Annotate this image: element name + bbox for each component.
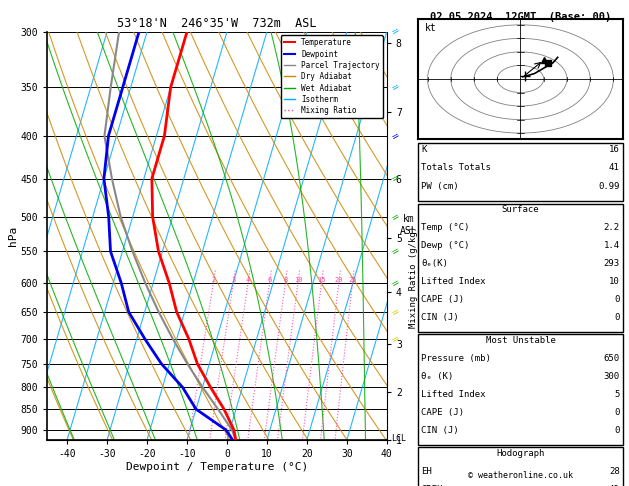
Text: =: = [390, 130, 403, 142]
Text: 2.2: 2.2 [603, 223, 620, 232]
Text: 8: 8 [283, 277, 287, 283]
Text: 15: 15 [317, 277, 326, 283]
Text: 293: 293 [603, 259, 620, 268]
Text: 41: 41 [609, 163, 620, 173]
Text: 650: 650 [603, 354, 620, 363]
Text: =: = [390, 306, 403, 318]
Text: CIN (J): CIN (J) [421, 313, 459, 322]
Text: Surface: Surface [502, 205, 539, 214]
Y-axis label: hPa: hPa [8, 226, 18, 246]
Title: 53°18'N  246°35'W  732m  ASL: 53°18'N 246°35'W 732m ASL [117, 17, 317, 31]
Text: Totals Totals: Totals Totals [421, 163, 491, 173]
Text: EH: EH [421, 467, 432, 476]
Text: θₑ(K): θₑ(K) [421, 259, 448, 268]
Text: PW (cm): PW (cm) [421, 182, 459, 191]
Text: 3: 3 [231, 277, 235, 283]
Y-axis label: km
ASL: km ASL [400, 214, 418, 236]
Text: =: = [390, 210, 403, 223]
Text: Mixing Ratio (g/kg): Mixing Ratio (g/kg) [409, 226, 418, 328]
Text: Lifted Index: Lifted Index [421, 390, 486, 399]
Text: 5: 5 [614, 390, 620, 399]
Text: 0: 0 [614, 426, 620, 435]
Text: 6: 6 [267, 277, 272, 283]
Text: CAPE (J): CAPE (J) [421, 295, 464, 304]
Text: =: = [390, 277, 403, 289]
X-axis label: Dewpoint / Temperature (°C): Dewpoint / Temperature (°C) [126, 462, 308, 471]
Text: SREH: SREH [421, 485, 443, 486]
Text: 20: 20 [335, 277, 343, 283]
Text: K: K [421, 145, 427, 154]
Text: =: = [390, 81, 403, 94]
Text: 4: 4 [246, 277, 250, 283]
Text: Temp (°C): Temp (°C) [421, 223, 470, 232]
Text: 0: 0 [614, 313, 620, 322]
Text: 300: 300 [603, 372, 620, 381]
Text: =: = [390, 332, 403, 345]
Text: kt: kt [425, 23, 436, 33]
Text: =: = [390, 172, 403, 185]
Text: 25: 25 [348, 277, 357, 283]
Text: LCL: LCL [391, 434, 406, 443]
Legend: Temperature, Dewpoint, Parcel Trajectory, Dry Adiabat, Wet Adiabat, Isotherm, Mi: Temperature, Dewpoint, Parcel Trajectory… [281, 35, 383, 118]
Text: 02.05.2024  12GMT  (Base: 00): 02.05.2024 12GMT (Base: 00) [430, 12, 611, 22]
Text: Pressure (mb): Pressure (mb) [421, 354, 491, 363]
Text: =: = [390, 25, 403, 38]
Text: CAPE (J): CAPE (J) [421, 408, 464, 417]
Text: 28: 28 [609, 467, 620, 476]
Text: 0: 0 [614, 408, 620, 417]
Text: Dewp (°C): Dewp (°C) [421, 241, 470, 250]
Text: 16: 16 [609, 145, 620, 154]
Text: 2: 2 [211, 277, 216, 283]
Text: 10: 10 [294, 277, 302, 283]
Text: Hodograph: Hodograph [496, 449, 545, 458]
Text: CIN (J): CIN (J) [421, 426, 459, 435]
Text: =: = [390, 245, 403, 258]
Text: θₑ (K): θₑ (K) [421, 372, 454, 381]
Text: 0: 0 [614, 295, 620, 304]
Text: 10: 10 [609, 277, 620, 286]
Text: Lifted Index: Lifted Index [421, 277, 486, 286]
Text: 1.4: 1.4 [603, 241, 620, 250]
Text: 49: 49 [609, 485, 620, 486]
Text: Most Unstable: Most Unstable [486, 336, 555, 345]
Text: 0.99: 0.99 [598, 182, 620, 191]
Text: © weatheronline.co.uk: © weatheronline.co.uk [468, 471, 573, 480]
